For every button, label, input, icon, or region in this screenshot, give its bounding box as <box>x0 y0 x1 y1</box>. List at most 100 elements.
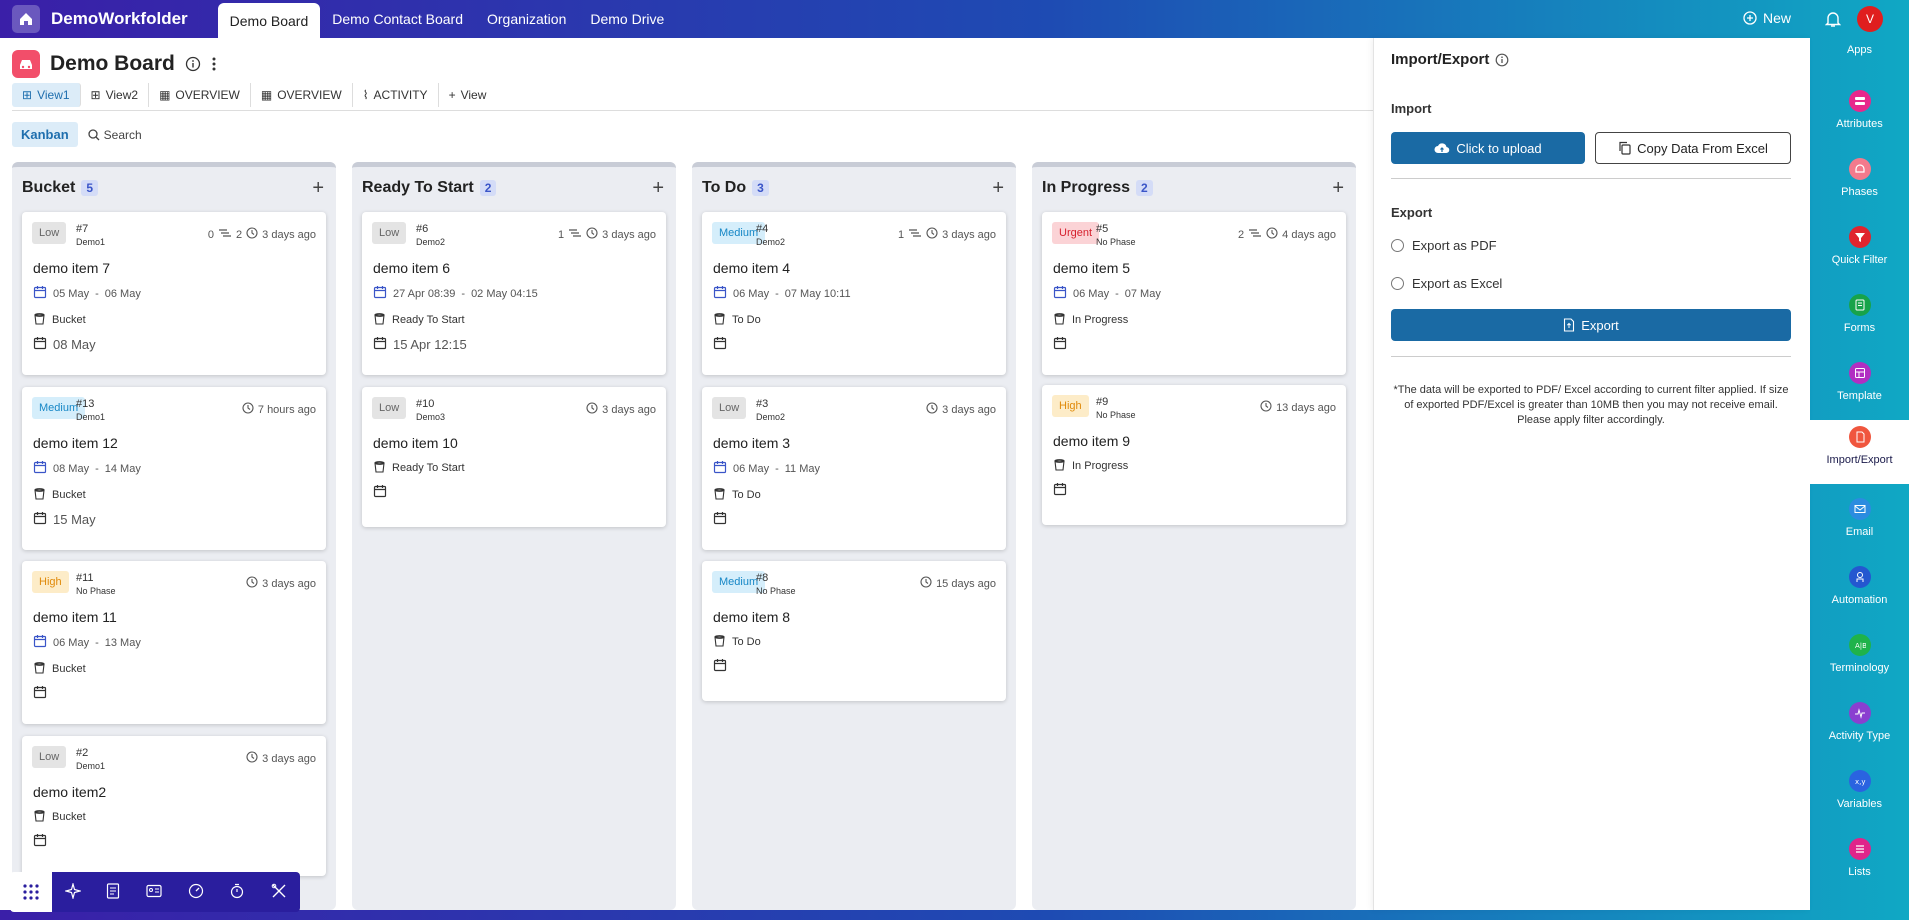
tab-view1[interactable]: ⊞ View1 <box>12 83 81 107</box>
rail-item-email[interactable]: Email <box>1810 492 1909 556</box>
card-project: No Phase <box>1096 237 1136 247</box>
nav-tab-demo-contact-board[interactable]: Demo Contact Board <box>332 11 463 27</box>
clock-icon <box>926 402 938 417</box>
kanban-card[interactable]: Low #3 Demo2 3 days ago demo item 3 06 May -11… <box>702 387 1006 550</box>
card-project: No Phase <box>1096 410 1136 420</box>
kanban-card[interactable]: Low #7 Demo1 0 2 3 days ago demo item 7 05 May -… <box>22 212 326 375</box>
calendar-icon <box>33 833 47 850</box>
add-card-icon[interactable]: + <box>652 177 664 199</box>
rail-item-template[interactable]: Template <box>1810 356 1909 420</box>
add-view-button[interactable]: + View <box>439 83 497 107</box>
kanban-card[interactable]: Medium #13 Demo1 7 hours ago demo item 12 08 … <box>22 387 326 550</box>
rail-item-import-export[interactable]: Import/Export <box>1790 420 1909 484</box>
card-project: Demo2 <box>756 412 786 422</box>
calendar-icon <box>33 634 47 651</box>
radio-circle <box>1391 239 1404 252</box>
export-button[interactable]: Export <box>1391 309 1791 341</box>
clock-icon <box>586 227 598 242</box>
kanban-card[interactable]: High #11 No Phase 3 days ago demo item 11 06 … <box>22 561 326 724</box>
rail-item-apps[interactable]: Apps <box>1810 38 1909 102</box>
card-title: demo item 8 <box>713 609 791 625</box>
speedometer-icon[interactable] <box>188 883 204 902</box>
card-due-label: 08 May <box>53 337 96 352</box>
kanban-button[interactable]: Kanban <box>12 122 78 147</box>
kanban-card[interactable]: Urgent #5 No Phase 2 4 days ago demo item 5 06… <box>1042 212 1346 375</box>
clock-icon <box>1260 400 1272 415</box>
rail-item-terminology[interactable]: A|B Terminology <box>1810 628 1909 692</box>
click-to-upload-button[interactable]: Click to upload <box>1391 132 1585 164</box>
home-icon[interactable] <box>12 5 40 33</box>
avatar[interactable]: V <box>1857 6 1883 32</box>
tools-icon[interactable] <box>271 883 287 902</box>
rail-item-lists[interactable]: Lists <box>1810 832 1909 896</box>
app-name[interactable]: DemoWorkfolder <box>51 9 188 28</box>
add-card-icon[interactable]: + <box>312 177 324 199</box>
new-label: New <box>1762 10 1791 26</box>
kanban-card[interactable]: Medium #4 Demo2 1 3 days ago demo item 4 06 Ma… <box>702 212 1006 375</box>
card-start-date: 27 Apr 08:39 <box>393 287 456 300</box>
card-due-date <box>713 658 727 675</box>
card-title: demo item 11 <box>33 609 117 625</box>
rail-item-activity-type[interactable]: Activity Type <box>1810 696 1909 760</box>
column-count-badge: 5 <box>81 180 99 196</box>
rail-item-attributes[interactable]: Attributes <box>1810 84 1909 148</box>
email-icon <box>1848 498 1871 520</box>
card-phase: Ready To Start <box>373 312 465 328</box>
sparkle-icon[interactable] <box>63 881 83 902</box>
card-end-date: 06 May <box>104 287 141 300</box>
card-time: 3 days ago <box>262 752 316 765</box>
kanban-card[interactable]: Medium #8 No Phase 15 days ago demo item 8 To… <box>702 561 1006 701</box>
tab-overview-2[interactable]: ▦ OVERVIEW <box>251 83 353 107</box>
info-icon[interactable] <box>1495 53 1509 67</box>
bucket-icon <box>33 312 46 328</box>
add-card-icon[interactable]: + <box>1332 177 1344 199</box>
search-button[interactable]: Search <box>88 128 142 142</box>
rail-item-phases[interactable]: Phases <box>1810 152 1909 216</box>
bell-icon[interactable] <box>1824 10 1842 31</box>
card-phase-label: Bucket <box>52 489 86 501</box>
rail-item-quick-filter[interactable]: Quick Filter <box>1810 220 1909 284</box>
nav-tab-demo-drive[interactable]: Demo Drive <box>590 11 665 27</box>
card-phase: Bucket <box>33 809 86 825</box>
activity-type-icon <box>1848 702 1871 724</box>
nav-tab-demo-board[interactable]: Demo Board <box>217 3 321 38</box>
rail-item-variables[interactable]: x,y Variables <box>1810 764 1909 828</box>
timer-icon[interactable] <box>229 883 245 902</box>
tab-activity[interactable]: ⌇ ACTIVITY <box>353 83 439 107</box>
card-end-date: 07 May 10:11 <box>784 287 851 300</box>
bucket-icon <box>713 487 726 503</box>
id-card-icon[interactable] <box>146 884 162 901</box>
kanban-card[interactable]: Low #2 Demo1 3 days ago demo item2 Bucket <box>22 736 326 876</box>
kanban-card[interactable]: Low #6 Demo2 1 3 days ago demo item 6 27 Apr 0… <box>362 212 666 375</box>
apps-grid-icon[interactable] <box>10 872 52 912</box>
card-number: #11 <box>76 572 94 584</box>
subitem-count: 1 <box>898 228 905 241</box>
subitems-icon <box>908 228 922 241</box>
info-icon[interactable] <box>185 56 201 72</box>
card-time: 3 days ago <box>942 403 996 416</box>
export-pdf-radio[interactable]: Export as PDF <box>1391 238 1497 253</box>
priority-badge: Medium <box>32 397 86 419</box>
copy-data-from-excel-button[interactable]: Copy Data From Excel <box>1595 132 1791 164</box>
calendar-icon <box>1053 482 1067 499</box>
nav-tab-organization[interactable]: Organization <box>486 11 567 27</box>
add-card-icon[interactable]: + <box>992 177 1004 199</box>
tab-overview-1[interactable]: ▦ OVERVIEW <box>149 83 251 107</box>
more-vertical-icon[interactable] <box>211 56 217 72</box>
calendar-icon <box>33 511 47 528</box>
bucket-icon <box>713 634 726 650</box>
export-excel-radio[interactable]: Export as Excel <box>1391 276 1502 291</box>
search-label: Search <box>103 127 142 142</box>
calendar-icon <box>373 336 387 353</box>
rail-item-automation[interactable]: Automation <box>1810 560 1909 624</box>
new-button[interactable]: New <box>1743 10 1791 26</box>
rail-item-label: Lists <box>1848 866 1871 878</box>
tab-view2[interactable]: ⊞ View2 <box>81 83 150 107</box>
tab-label: View1 <box>37 88 70 102</box>
kanban-card[interactable]: High #9 No Phase 13 days ago demo item 9 In P… <box>1042 385 1346 525</box>
document-icon[interactable] <box>106 882 120 902</box>
rail-item-label: Quick Filter <box>1831 254 1888 266</box>
kanban-card[interactable]: Low #10 Demo3 3 days ago demo item 10 Ready T… <box>362 387 666 527</box>
board-header: Demo Board <box>12 50 217 78</box>
rail-item-forms[interactable]: Forms <box>1810 288 1909 352</box>
